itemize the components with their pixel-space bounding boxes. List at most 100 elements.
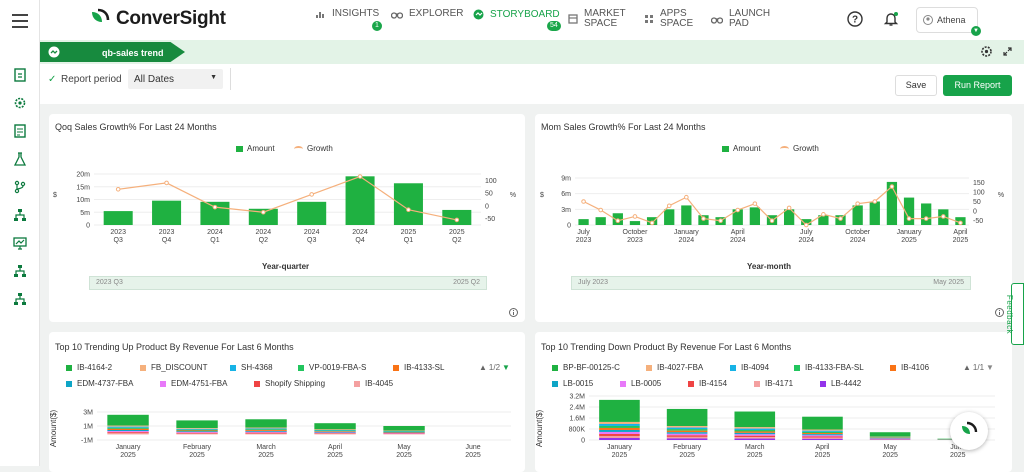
pager-label: 1/1: [973, 363, 984, 372]
legend-item[interactable]: SH-4368: [230, 363, 273, 372]
legend-item[interactable]: EDM-4751-FBA: [160, 379, 227, 388]
bar-segment: [245, 419, 286, 427]
legend-item[interactable]: IB-4133-FBA-SL: [794, 363, 864, 372]
nav-explorer-label: EXPLORER: [409, 9, 463, 19]
hierarchy-icon[interactable]: [13, 264, 27, 278]
legend-item[interactable]: LB-4442: [820, 379, 861, 388]
bar-segment: [667, 438, 708, 440]
card-title: Mom Sales Growth% For Last 24 Months: [541, 122, 706, 132]
x-tick-label: Q1: [404, 237, 413, 244]
storyboard-count-badge: 54: [547, 21, 561, 31]
x-tick-label: 2024: [352, 229, 368, 236]
legend-growth[interactable]: Growth: [294, 144, 333, 153]
x-tick-label: May: [883, 444, 897, 451]
x-tick-label: Q3: [114, 237, 123, 244]
legend-item[interactable]: IB-4164-2: [66, 363, 112, 372]
legend-item[interactable]: IB-4171: [754, 379, 793, 388]
report-period-checkbox[interactable]: ✓: [48, 75, 58, 85]
flask-icon[interactable]: [13, 152, 27, 166]
legend-item[interactable]: IB-4094: [730, 363, 769, 372]
legend-item[interactable]: IB-4154: [688, 379, 727, 388]
bar-segment: [667, 409, 708, 426]
legend-item[interactable]: VP-0019-FBA-S: [298, 363, 366, 372]
x-tick-label: May: [397, 444, 411, 451]
filter-bar: ✓ Report period All Dates ▼ Save Run Rep…: [40, 64, 1024, 104]
legend-swatch: [688, 381, 694, 387]
legend-item[interactable]: EDM-4737-FBA: [66, 379, 133, 388]
branch-icon[interactable]: [13, 180, 27, 194]
info-icon[interactable]: [995, 308, 1004, 317]
nav-storyboard[interactable]: STORYBOARD 54: [473, 9, 560, 20]
legend-amount[interactable]: Amount: [722, 144, 761, 153]
left-sidebar: [0, 0, 40, 466]
settings-gear-icon[interactable]: [980, 45, 993, 58]
y-tick-label: 6m: [561, 191, 571, 198]
x-tick-label: 2024: [207, 229, 223, 236]
report-period-select[interactable]: All Dates ▼: [128, 69, 223, 89]
legend-item[interactable]: IB-4045: [354, 379, 393, 388]
bar-segment: [245, 428, 286, 429]
legend-swatch: [820, 381, 826, 387]
notification-bell-icon[interactable]: [883, 11, 899, 27]
y-tick-label: 1M: [83, 424, 93, 431]
pager-next-icon[interactable]: ▼: [502, 363, 510, 372]
legend-item[interactable]: IB-4106: [890, 363, 929, 372]
settings-gear-icon[interactable]: [13, 96, 27, 110]
legend-growth[interactable]: Growth: [780, 144, 819, 153]
range-slider[interactable]: July 2023 May 2025: [571, 276, 971, 290]
growth-point: [873, 200, 877, 204]
help-icon[interactable]: ?: [847, 11, 863, 27]
bar-segment: [107, 430, 148, 431]
monitor-chart-icon[interactable]: [13, 236, 27, 250]
y2-tick-label: -50: [485, 216, 495, 223]
legend-item[interactable]: FB_DISCOUNT: [140, 363, 207, 372]
nav-insights[interactable]: INSIGHTS 1: [316, 9, 379, 19]
document-icon[interactable]: [13, 68, 27, 82]
hierarchy-icon[interactable]: [13, 292, 27, 306]
nav-explorer[interactable]: EXPLORER: [391, 9, 463, 19]
save-button[interactable]: Save: [895, 75, 937, 96]
user-menu-chevron-icon[interactable]: ▼: [971, 26, 981, 36]
bar-segment: [383, 426, 424, 431]
legend-label: IB-4171: [765, 379, 793, 388]
breadcrumb[interactable]: qb-sales trend: [40, 42, 185, 62]
info-icon[interactable]: [509, 308, 518, 317]
legend-item[interactable]: LB-0005: [620, 379, 661, 388]
expand-icon[interactable]: [1003, 47, 1012, 56]
bar: [297, 202, 326, 225]
bar-segment: [176, 428, 217, 429]
pager-prev-icon[interactable]: ▲: [963, 363, 971, 372]
y2-tick-label: -50: [973, 218, 983, 225]
pager-next-icon[interactable]: ▼: [986, 363, 994, 372]
legend-pager[interactable]: ▲1/2▼: [479, 363, 510, 372]
slider-start-label: 2023 Q3: [96, 279, 123, 286]
user-menu[interactable]: Athena ▼: [916, 7, 978, 33]
legend-item[interactable]: LB-0015: [552, 379, 593, 388]
report-icon[interactable]: [13, 124, 27, 138]
legend-pager[interactable]: ▲1/1▼: [963, 363, 994, 372]
bar-segment: [734, 437, 775, 438]
hamburger-menu-icon[interactable]: [12, 14, 28, 28]
legend-item[interactable]: BP-BF-00125-C: [552, 363, 620, 372]
bar-chart-icon: [316, 9, 326, 19]
grid-icon: [644, 14, 654, 24]
legend-label: FB_DISCOUNT: [151, 363, 207, 372]
range-slider[interactable]: 2023 Q3 2025 Q2: [89, 276, 487, 290]
pager-prev-icon[interactable]: ▲: [479, 363, 487, 372]
legend-item[interactable]: IB-4133-SL: [393, 363, 444, 372]
growth-point: [719, 219, 723, 223]
legend-label: IB-4133-FBA-SL: [805, 363, 864, 372]
hierarchy-icon[interactable]: [13, 208, 27, 222]
feedback-tab[interactable]: Feedback: [1011, 283, 1024, 345]
run-report-button[interactable]: Run Report: [943, 75, 1012, 96]
app-logo[interactable]: ConverSight: [88, 8, 226, 30]
assistant-fab[interactable]: [950, 412, 988, 450]
legend-label: LB-4442: [831, 379, 861, 388]
legend-amount[interactable]: Amount: [236, 144, 275, 153]
x-tick-label: 2025: [120, 452, 136, 459]
legend-item[interactable]: Shopify Shipping: [254, 379, 325, 388]
legend-item[interactable]: IB-4027-FBA: [646, 363, 703, 372]
